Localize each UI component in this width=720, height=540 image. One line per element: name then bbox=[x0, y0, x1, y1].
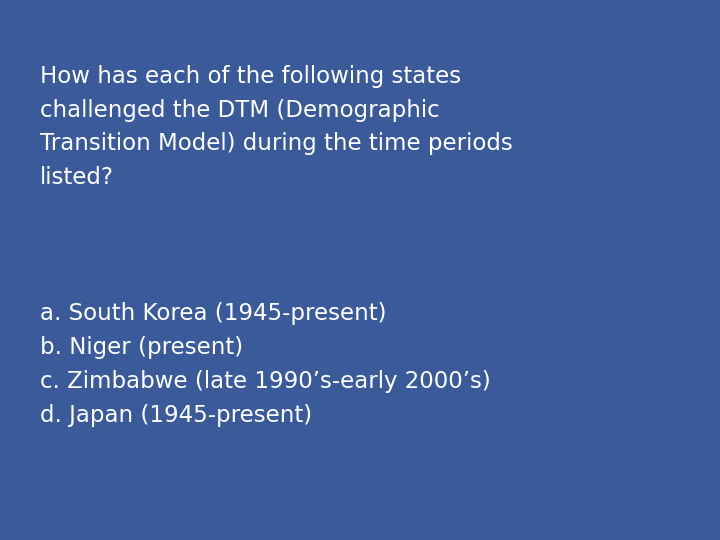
Text: a. South Korea (1945-present)
b. Niger (present)
c. Zimbabwe (late 1990’s-early : a. South Korea (1945-present) b. Niger (… bbox=[40, 302, 490, 427]
Text: How has each of the following states
challenged the DTM (Demographic
Transition : How has each of the following states cha… bbox=[40, 65, 513, 189]
